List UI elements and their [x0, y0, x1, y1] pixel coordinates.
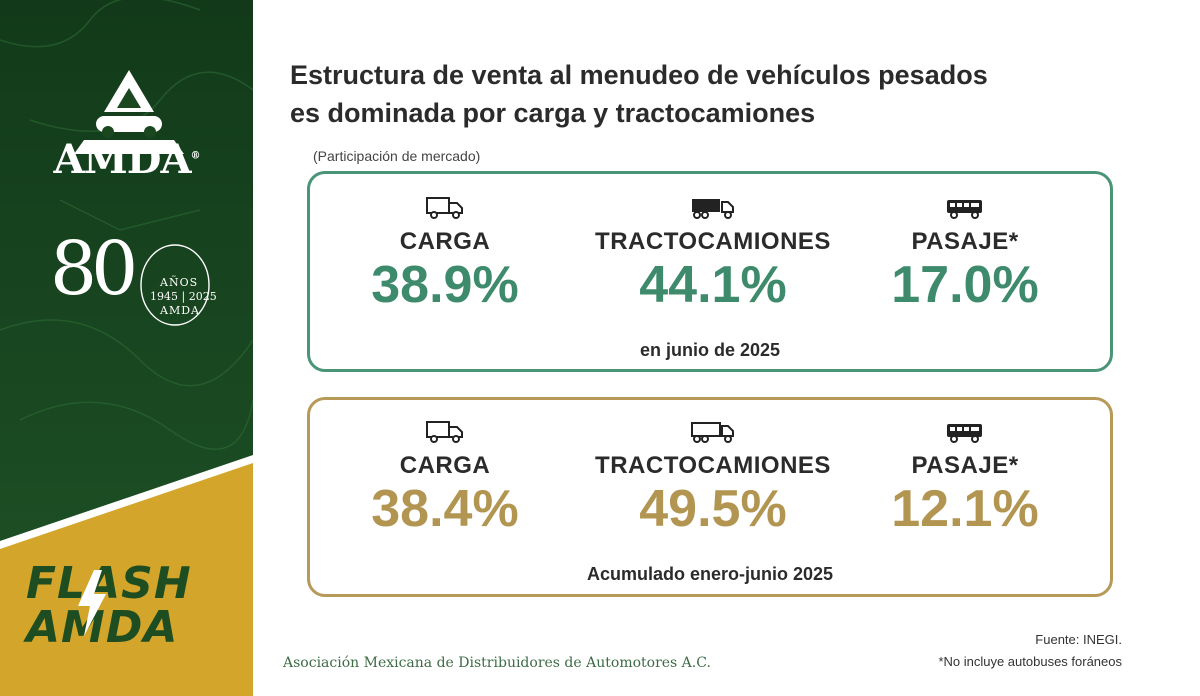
stat-value: 38.9%: [371, 256, 519, 314]
flash-line-1: FLASH: [26, 558, 192, 609]
panel-june: CARGA 38.9% TRACTOCAMIONES 44.1% PASAJE*…: [307, 171, 1113, 372]
stat-value: 12.1%: [891, 480, 1039, 538]
truck-icon: [426, 197, 463, 219]
stat-label: TRACTOCAMIONES: [595, 452, 831, 479]
page-subtitle: (Participación de mercado): [313, 148, 481, 164]
anniversary-years: 1945 | 2025: [150, 290, 217, 303]
stat-value: 44.1%: [639, 256, 787, 314]
stat-label: PASAJE*: [911, 228, 1019, 255]
anniversary-ring-icon: [140, 244, 210, 326]
anniversary-number: 80: [50, 226, 138, 312]
footer-note: *No incluye autobuses foráneos: [938, 654, 1122, 669]
stat-carga: CARGA 38.4%: [310, 420, 580, 536]
footer-source: Fuente: INEGI.: [1035, 632, 1122, 647]
stat-pasaje: PASAJE* 17.0%: [830, 196, 1100, 312]
flash-amda-logo: FLASH AMDA: [26, 562, 192, 650]
stat-label: CARGA: [399, 452, 491, 479]
anniversary-anos: AÑOS: [160, 276, 199, 289]
stat-value: 38.4%: [371, 480, 519, 538]
stat-pasaje: PASAJE* 12.1%: [830, 420, 1100, 536]
stat-value: 17.0%: [891, 256, 1039, 314]
stat-tractocamiones: TRACTOCAMIONES 44.1%: [578, 196, 848, 312]
page-title: Estructura de venta al menudeo de vehícu…: [290, 60, 988, 128]
bus-icon: [947, 200, 982, 219]
stat-value: 49.5%: [639, 480, 787, 538]
panel-caption: Acumulado enero-junio 2025: [586, 564, 834, 584]
stat-label: CARGA: [399, 228, 491, 255]
bus-icon: [947, 424, 982, 443]
footer-organization: Asociación Mexicana de Distribuidores de…: [283, 655, 711, 671]
tractor-trailer-icon: [692, 199, 734, 219]
stat-carga: CARGA 38.9%: [310, 196, 580, 312]
stat-tractocamiones: TRACTOCAMIONES 49.5%: [578, 420, 848, 536]
anniversary-badge: 80 AÑOS 1945 | 2025 AMDA: [50, 232, 220, 330]
lightning-bolt-icon: [78, 570, 106, 636]
flash-line-2: AMDA: [26, 602, 179, 653]
anniversary-org: AMDA: [160, 304, 200, 317]
stat-label: PASAJE*: [911, 452, 1019, 479]
footer-source-block: Fuente: INEGI. *No incluye autobuses for…: [938, 629, 1122, 673]
panel-accumulated: CARGA 38.4% TRACTOCAMIONES 49.5% PASAJE*…: [307, 397, 1113, 597]
logo-text: AMDA®: [53, 136, 200, 183]
tractor-trailer-icon: [691, 422, 734, 443]
truck-icon: [426, 421, 463, 443]
panel-caption: en junio de 2025: [639, 340, 781, 360]
amda-logo-icon: [74, 70, 184, 154]
sidebar: AMDA® 80 AÑOS 1945 | 2025 AMDA FLASH AMD…: [0, 0, 253, 696]
stat-label: TRACTOCAMIONES: [595, 228, 831, 255]
